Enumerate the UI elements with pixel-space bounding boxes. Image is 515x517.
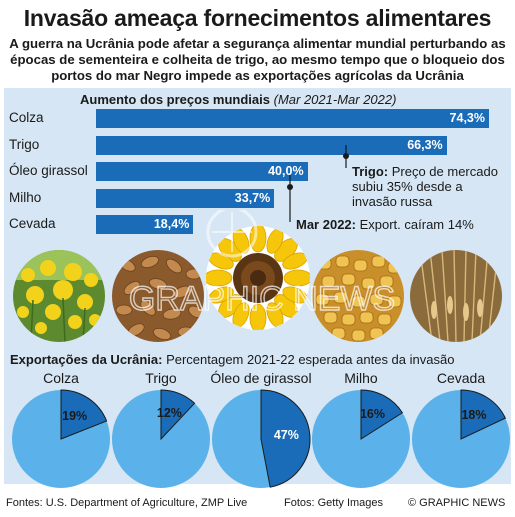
exports-chart-title: Exportações da Ucrânia: Percentagem 2021… [10,352,454,367]
bar-category-label: Cevada [9,216,56,231]
mar-annotation-text: Export. caíram 14% [355,217,474,232]
pie-label: Trigo [145,370,177,386]
trigo-annotation-l3: invasão russa [352,194,433,209]
prices-title-text: Aumento dos preços mundiais [80,92,270,107]
pie-label: Óleo de girassol [210,370,312,386]
photos-credit: Fotos: Getty Images [284,497,384,509]
pie-value-label: 16% [359,407,385,422]
pie-share-slice [260,389,311,488]
export-pie [412,389,510,488]
export-pie [12,389,110,488]
pie-label: Milho [344,370,378,386]
mar-annotation-head: Mar 2022: [296,217,356,232]
export-pie [112,389,210,488]
corn-photo [312,250,404,342]
price-bar [96,188,275,208]
pie-share-slice [360,389,404,440]
pie-label: Cevada [436,370,486,386]
pie-share-slice [160,389,196,441]
trigo-annotation: Trigo: Preço de mercado subiu 35% desde a… [352,164,498,209]
bar-value-label: 74,3% [449,111,485,125]
exports-note: Percentagem 2021-22 esperada antes da in… [162,352,455,367]
bar-value-label: 40,0% [268,164,304,178]
pie-label: Colza [43,370,79,386]
export-pie [312,389,410,488]
trigo-annotation-head: Trigo: [352,164,389,179]
export-pie [212,389,311,488]
prices-period: (Mar 2021-Mar 2022) [273,92,397,107]
bar-category-label: Milho [9,189,42,205]
trigo-leader-dot [343,153,349,159]
trigo-annotation-l2: subiu 35% desde a [352,179,463,194]
page-subtitle: A guerra na Ucrânia pode afetar a segura… [9,36,506,83]
price-bar [96,215,194,234]
price-bar [96,109,489,128]
pie-value-label: 19% [62,408,88,423]
pie-share-slice [460,389,507,440]
rapeseed-photo [13,250,105,342]
pie-share-slice [60,389,108,440]
bar-value-label: 66,3% [407,137,443,152]
bar-value-label: 33,7% [234,190,271,205]
mar-leader-dot [287,184,293,190]
bar-category-label: Óleo girassol [9,163,88,178]
pie-value-label: 18% [461,408,487,423]
graphic-news-credit: © GRAPHIC NEWS [408,497,506,509]
price-bar [96,162,308,181]
trigo-annotation-l1: Preço de mercado [388,164,498,179]
sunflower-photo [206,226,310,330]
wheat-grain-photo [112,250,204,342]
mar-annotation: Mar 2022: Export. caíram 14% [296,217,474,232]
page-title: Invasão ameaça fornecimentos alimentares [23,5,492,31]
sources-text: Fontes: U.S. Department of Agriculture, … [6,497,248,509]
barley-photo [410,250,502,342]
bar-value-label: 18,4% [153,217,190,231]
pie-value-label: 12% [156,405,182,420]
bar-category-label: Trigo [9,136,40,152]
bar-category-label: Colza [9,110,44,125]
prices-chart-title: Aumento dos preços mundiais (Mar 2021-Ma… [80,92,396,107]
price-bar [96,135,447,155]
pie-value-label: 47% [273,428,299,443]
exports-title-text: Exportações da Ucrânia: [10,352,163,367]
